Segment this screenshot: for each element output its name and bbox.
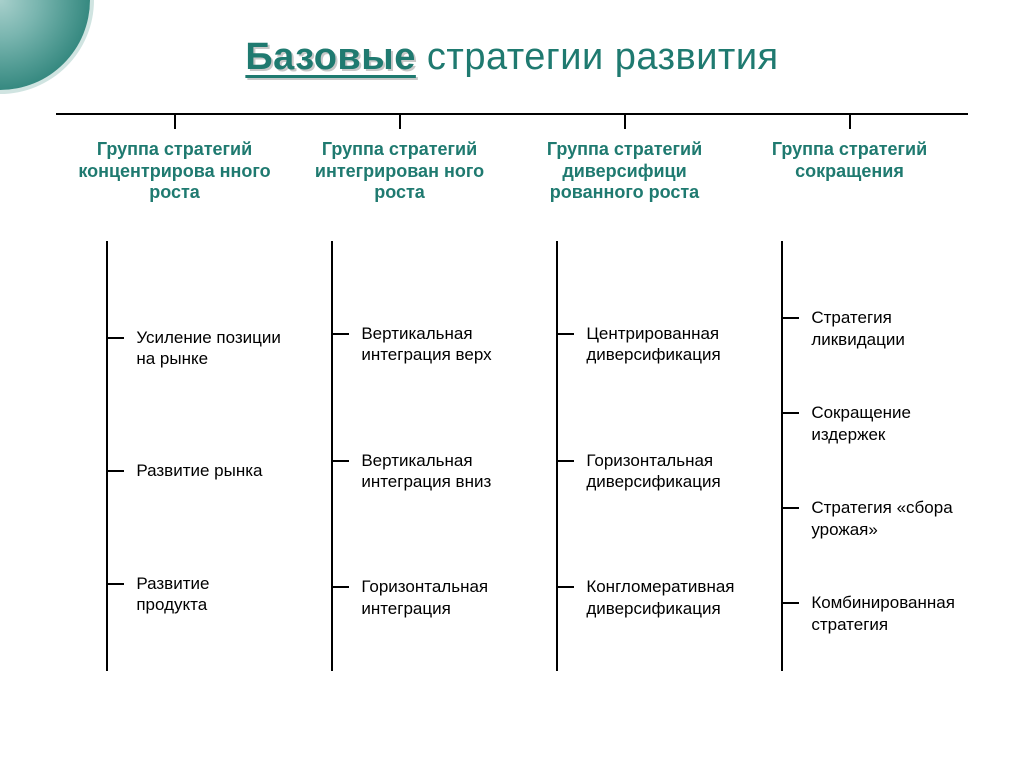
- item-label: Горизонтальная диверсификация: [586, 450, 731, 493]
- list-item: Комбинированная стратегия: [743, 592, 956, 635]
- item-tick: [781, 412, 799, 414]
- list-item: Горизонтальная интеграция: [293, 576, 506, 619]
- list-item: Центрированная диверсификация: [518, 323, 731, 366]
- list-item: Горизонтальная диверсификация: [518, 450, 731, 493]
- item-label: Центрированная диверсификация: [586, 323, 731, 366]
- item-label: Развитие продукта: [136, 573, 281, 616]
- item-tick: [556, 460, 574, 462]
- column-items: Стратегия ликвидации Сокращение издержек С…: [743, 241, 956, 671]
- page-title: Базовые стратегии развития: [56, 36, 968, 79]
- title-emphasis: Базовые: [245, 36, 416, 78]
- column-body: Центрированная диверсификация Горизонталь…: [518, 241, 731, 671]
- item-label: Вертикальная интеграция верх: [361, 323, 506, 366]
- item-label: Комбинированная стратегия: [811, 592, 956, 635]
- item-label: Усиление позиции на рынке: [136, 327, 281, 370]
- column-body: Усиление позиции на рынке Развитие рынка Р…: [68, 241, 281, 671]
- top-divider: [56, 113, 968, 115]
- column-items: Усиление позиции на рынке Развитие рынка Р…: [68, 241, 281, 671]
- item-label: Стратегия «сбора урожая»: [811, 497, 956, 540]
- slide: Базовые стратегии развития Группа страте…: [0, 0, 1024, 768]
- item-tick: [781, 317, 799, 319]
- list-item: Стратегия ликвидации: [743, 307, 956, 350]
- item-tick: [331, 586, 349, 588]
- item-label: Стратегия ликвидации: [811, 307, 956, 350]
- list-item: Вертикальная интеграция вниз: [293, 450, 506, 493]
- column-2: Группа стратегий диверсифици рованного р…: [512, 121, 737, 671]
- column-items: Вертикальная интеграция верх Вертикальная…: [293, 241, 506, 671]
- item-label: Сокращение издержек: [811, 402, 956, 445]
- column-top-tick: [624, 115, 626, 129]
- column-items: Центрированная диверсификация Горизонталь…: [518, 241, 731, 671]
- item-tick: [781, 602, 799, 604]
- column-body: Стратегия ликвидации Сокращение издержек С…: [743, 241, 956, 671]
- item-tick: [106, 583, 124, 585]
- column-1: Группа стратегий интегрирован ного роста…: [287, 121, 512, 671]
- list-item: Усиление позиции на рынке: [68, 327, 281, 370]
- item-tick: [331, 460, 349, 462]
- list-item: Конгломеративная диверсификация: [518, 576, 731, 619]
- column-top-tick: [174, 115, 176, 129]
- list-item: Сокращение издержек: [743, 402, 956, 445]
- column-header: Группа стратегий концентрирова нного рос…: [68, 121, 281, 241]
- list-item: Стратегия «сбора урожая»: [743, 497, 956, 540]
- column-header: Группа стратегий диверсифици рованного р…: [518, 121, 731, 241]
- column-3: Группа стратегий сокращенияСтратегия лик…: [737, 121, 962, 671]
- column-header: Группа стратегий сокращения: [743, 121, 956, 241]
- item-label: Горизонтальная интеграция: [361, 576, 506, 619]
- item-label: Вертикальная интеграция вниз: [361, 450, 506, 493]
- item-label: Развитие рынка: [136, 460, 281, 481]
- item-tick: [781, 507, 799, 509]
- item-tick: [331, 333, 349, 335]
- column-0: Группа стратегий концентрирова нного рос…: [62, 121, 287, 671]
- item-tick: [106, 470, 124, 472]
- column-header: Группа стратегий интегрирован ного роста: [293, 121, 506, 241]
- columns-container: Группа стратегий концентрирова нного рос…: [56, 121, 968, 671]
- list-item: Развитие продукта: [68, 573, 281, 616]
- list-item: Развитие рынка: [68, 460, 281, 481]
- item-tick: [556, 333, 574, 335]
- column-body: Вертикальная интеграция верх Вертикальная…: [293, 241, 506, 671]
- title-rest: стратегии развития: [416, 36, 779, 78]
- list-item: Вертикальная интеграция верх: [293, 323, 506, 366]
- column-top-tick: [849, 115, 851, 129]
- column-top-tick: [399, 115, 401, 129]
- item-tick: [106, 337, 124, 339]
- item-label: Конгломеративная диверсификация: [586, 576, 731, 619]
- item-tick: [556, 586, 574, 588]
